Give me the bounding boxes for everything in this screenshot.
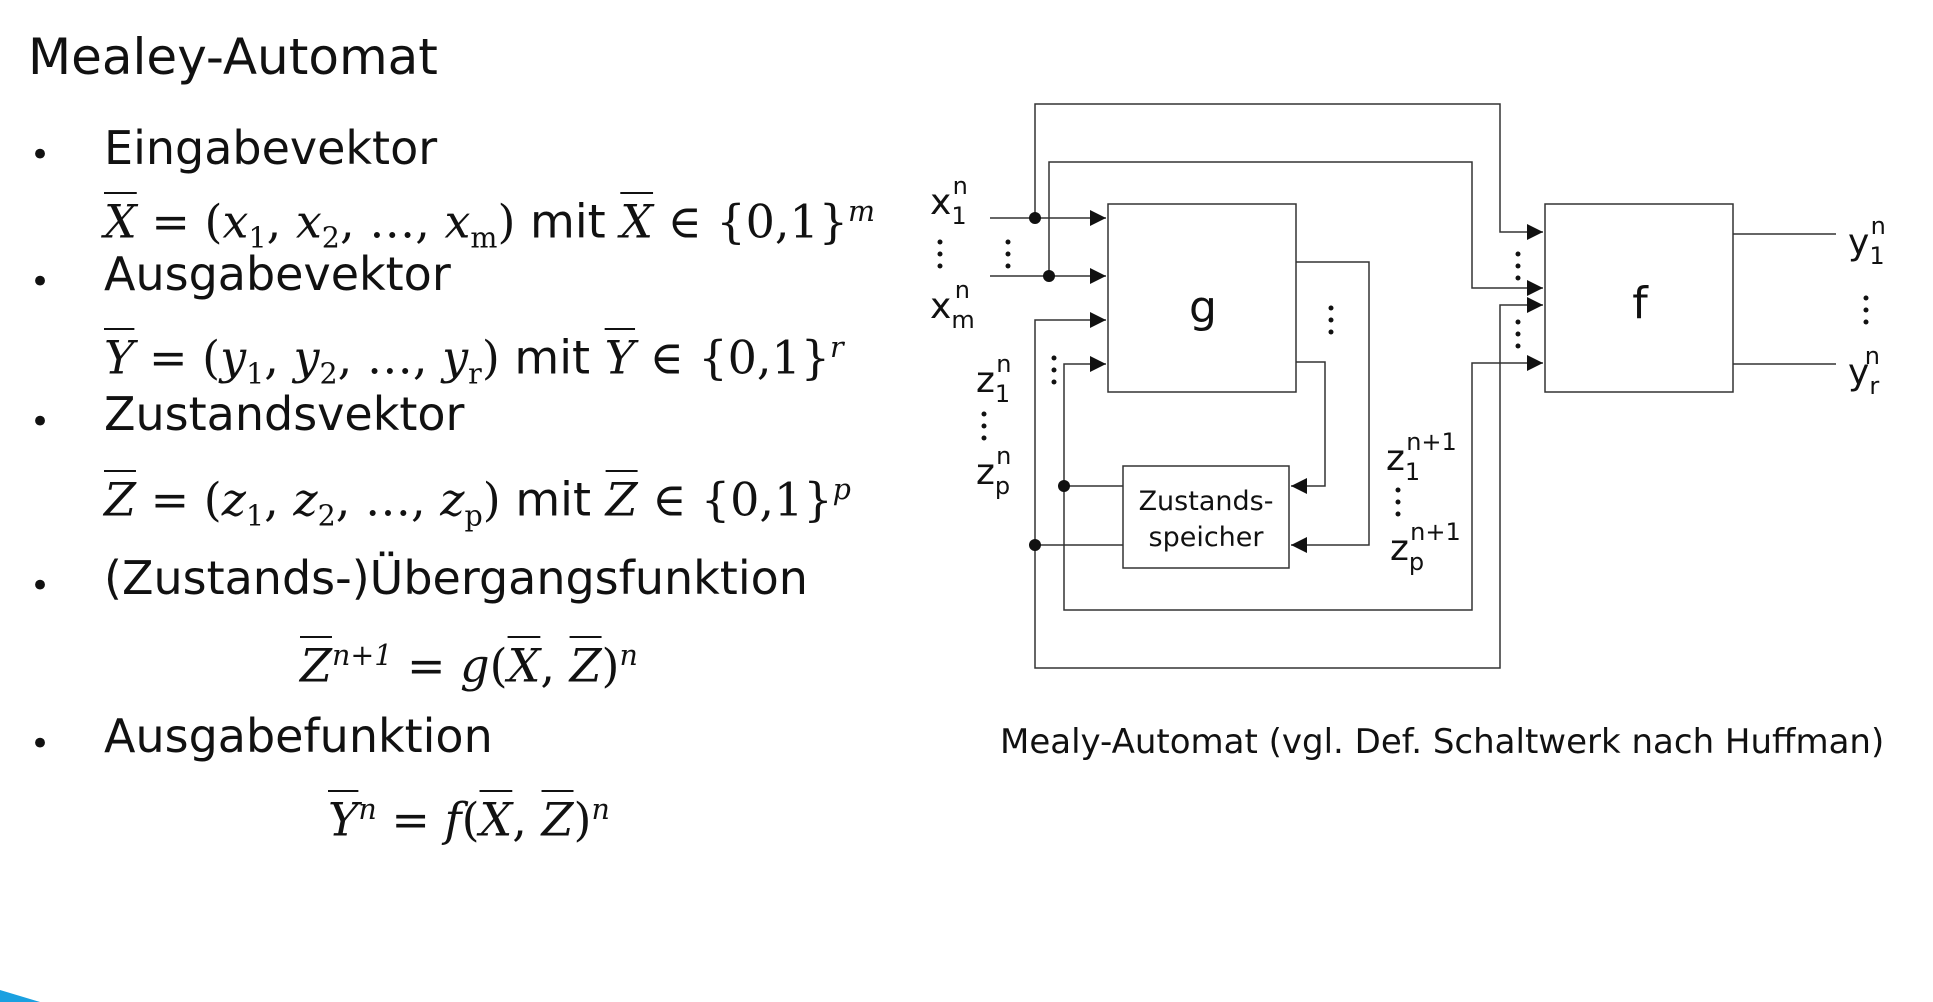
input-xm-label: xmn: [930, 276, 975, 334]
output-yr-label: yrn: [1848, 342, 1880, 400]
block-g: [1107, 203, 1297, 393]
state-memory-block: [1122, 465, 1290, 569]
bullet-dot: •: [30, 402, 51, 442]
next-state-zp-label: zpn+1: [1390, 518, 1461, 576]
bullet-dot: •: [30, 135, 51, 175]
bullet-label-state-vector: Zustandsvektor: [104, 387, 465, 441]
formula-state-vector: Z = (z1, z2, …, zp) mit Z ∈ {0,1}p: [104, 472, 851, 533]
slide-title: Mealey-Automat: [28, 28, 438, 86]
z1-to-g-wire: [1034, 312, 1106, 545]
junction-dot: [1058, 480, 1070, 492]
block-f: [1544, 203, 1734, 393]
formula-transition-function: Zn+1 = g(X, Z)n: [300, 638, 638, 693]
state-zp-label: zpn: [976, 442, 1011, 500]
x1-to-f-wire: [1034, 103, 1543, 240]
bullet-list: • Eingabevektor X = (x1, x2, …, xm) mit …: [0, 0, 900, 900]
z1-to-f-wire: [1034, 297, 1543, 669]
block-f-label: f: [1632, 278, 1649, 329]
g-to-memory-wire-p: [1291, 261, 1370, 553]
xm-to-f-wire: [1048, 161, 1543, 296]
block-g-label: g: [1189, 282, 1217, 333]
memory-label-line1: Zustands-: [1139, 486, 1274, 517]
ellipsis-dots: [937, 239, 1869, 517]
diagram-caption: Mealy-Automat (vgl. Def. Schaltwerk nach…: [1000, 722, 1885, 762]
junction-dot: [1029, 539, 1041, 551]
bullet-label-input-vector: Eingabevektor: [104, 121, 438, 175]
zp-to-g-wire: [1063, 356, 1106, 486]
next-state-z1-label: z1n+1: [1386, 428, 1457, 486]
zp-to-f-wire: [1063, 355, 1543, 611]
previous-slide-arrow-icon[interactable]: [0, 990, 40, 1002]
bullet-label-output-vector: Ausgabevektor: [104, 247, 451, 301]
memory-label-line2: speicher: [1149, 522, 1265, 553]
bullet-label-output-function: Ausgabefunktion: [104, 709, 493, 763]
output-y1-label: y1n: [1848, 212, 1886, 270]
bullet-label-transition-function: (Zustands-)Übergangsfunktion: [104, 551, 808, 605]
formula-output-function: Yn = f(X, Z)n: [328, 792, 610, 847]
formula-input-vector: X = (x1, x2, …, xm) mit X ∈ {0,1}m: [104, 194, 876, 255]
state-z1-label: z1n: [976, 350, 1011, 408]
bullet-dot: •: [30, 724, 51, 764]
junction-dot: [1043, 270, 1055, 282]
g-to-memory-wire-1: [1291, 361, 1326, 494]
bullet-dot: •: [30, 566, 51, 606]
bullet-dot: •: [30, 262, 51, 302]
input-x1-label: x1n: [930, 172, 968, 230]
formula-output-vector: Y = (y1, y2, …, yr) mit Y ∈ {0,1}r: [104, 330, 844, 391]
junction-dot: [1029, 212, 1041, 224]
